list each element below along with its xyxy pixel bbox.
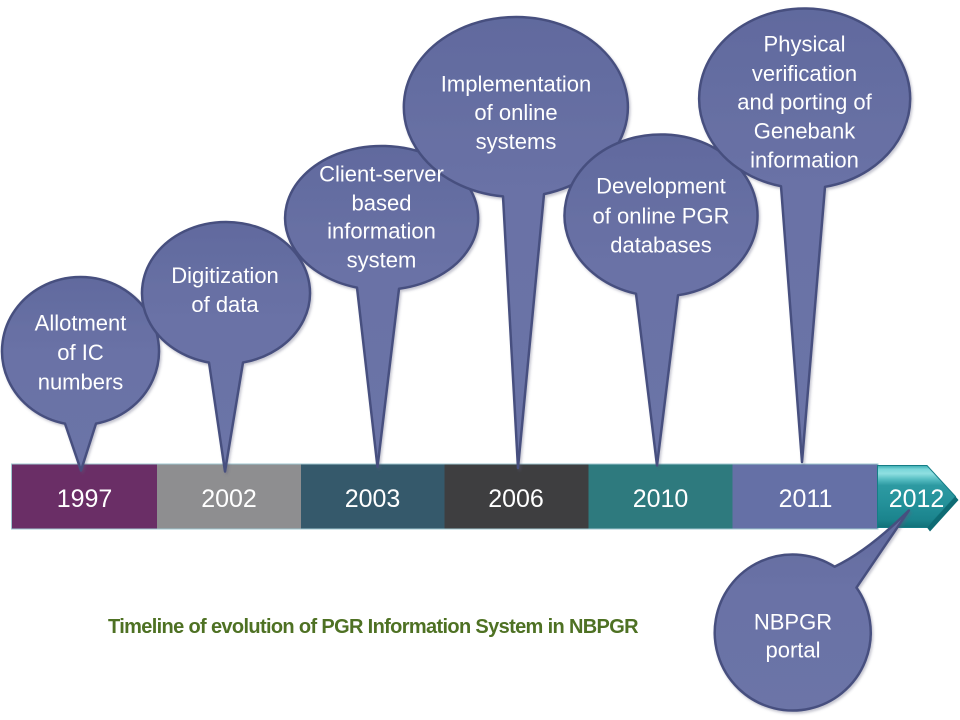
svg-text:numbers: numbers [38, 370, 124, 395]
svg-text:of data: of data [191, 292, 259, 317]
svg-text:verification: verification [752, 61, 857, 86]
svg-text:information: information [327, 219, 436, 244]
svg-text:system: system [347, 248, 417, 273]
svg-text:Genebank: Genebank [754, 119, 857, 144]
svg-text:Development: Development [596, 174, 726, 199]
svg-text:Digitization: Digitization [171, 263, 279, 288]
svg-text:based: based [352, 191, 412, 216]
svg-text:Timeline of evolution of PGR I: Timeline of evolution of PGR Information… [108, 616, 639, 638]
svg-text:Allotment: Allotment [35, 311, 127, 336]
svg-text:2003: 2003 [345, 485, 401, 513]
svg-text:of online PGR: of online PGR [593, 204, 730, 229]
svg-text:1997: 1997 [57, 485, 113, 513]
svg-text:and porting of: and porting of [737, 90, 872, 115]
svg-text:of online: of online [474, 100, 557, 125]
svg-text:2002: 2002 [201, 485, 257, 513]
svg-text:2011: 2011 [779, 485, 833, 513]
svg-text:databases: databases [610, 233, 712, 258]
svg-text:systems: systems [476, 129, 557, 154]
svg-text:Client-server: Client-server [319, 162, 444, 187]
svg-text:NBPGR: NBPGR [754, 610, 832, 635]
svg-text:information: information [750, 148, 859, 173]
svg-text:Physical: Physical [764, 32, 846, 57]
svg-text:Implementation: Implementation [441, 72, 591, 97]
svg-text:2010: 2010 [633, 485, 689, 513]
svg-text:of IC: of IC [57, 340, 104, 365]
svg-text:2006: 2006 [488, 485, 544, 513]
svg-text:2012: 2012 [889, 485, 945, 513]
svg-text:portal: portal [765, 638, 820, 663]
